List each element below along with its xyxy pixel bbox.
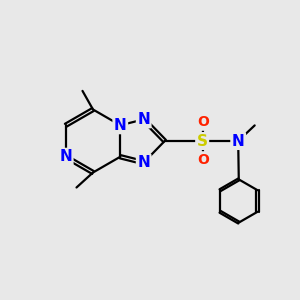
Text: N: N xyxy=(114,118,127,133)
Text: O: O xyxy=(198,116,210,129)
Text: N: N xyxy=(137,155,150,170)
Text: S: S xyxy=(197,134,208,148)
Text: N: N xyxy=(59,149,72,164)
Text: O: O xyxy=(198,153,210,166)
Text: N: N xyxy=(232,134,244,148)
Text: N: N xyxy=(137,112,150,127)
